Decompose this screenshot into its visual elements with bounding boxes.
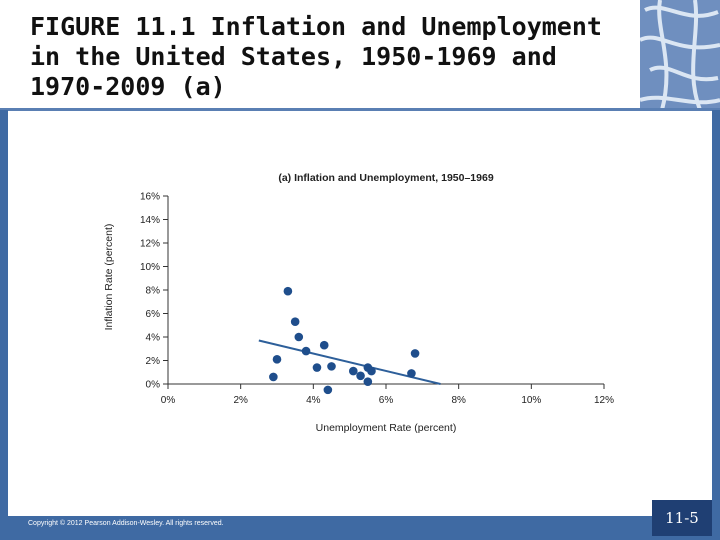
- x-tick-label: 6%: [379, 395, 394, 406]
- y-tick-label: 12%: [140, 239, 160, 250]
- x-tick-label: 4%: [306, 395, 321, 406]
- data-point: [294, 332, 304, 342]
- x-axis-label: Unemployment Rate (percent): [316, 422, 457, 434]
- y-axis-label: Inflation Rate (percent): [103, 224, 115, 331]
- data-point: [410, 349, 420, 358]
- data-point: [312, 363, 322, 372]
- chart-title: (a) Inflation and Unemployment, 1950–196…: [278, 172, 493, 184]
- data-point: [319, 340, 329, 350]
- data-point: [272, 355, 282, 364]
- data-point: [363, 377, 373, 386]
- y-tick-label: 10%: [140, 262, 160, 273]
- scatter-chart: (a) Inflation and Unemployment, 1950–196…: [103, 172, 614, 434]
- data-point: [269, 372, 278, 382]
- frame-top-border: [0, 108, 720, 111]
- y-tick-label: 0%: [146, 380, 161, 391]
- y-tick-label: 4%: [146, 333, 161, 344]
- chart-axes: [167, 196, 604, 385]
- data-point: [327, 362, 336, 371]
- data-point: [367, 366, 376, 376]
- data-point: [323, 385, 333, 395]
- data-point: [407, 369, 416, 378]
- footer-bar: [0, 516, 720, 540]
- x-tick-label: 8%: [451, 395, 466, 406]
- x-tick-label: 2%: [233, 395, 248, 406]
- data-point: [349, 366, 358, 376]
- frame-left-border: [0, 110, 8, 540]
- slide-title: FIGURE 11.1 Inflation and Unemployment i…: [30, 12, 602, 101]
- copyright-text: Copyright © 2012 Pearson Addison-Wesley.…: [28, 520, 224, 527]
- y-tick-label: 16%: [140, 192, 160, 203]
- trend-line: [258, 339, 441, 385]
- y-tick-label: 6%: [146, 309, 161, 320]
- y-tick-label: 8%: [146, 286, 161, 297]
- x-tick-label: 12%: [594, 395, 614, 406]
- y-tick-label: 2%: [146, 356, 161, 367]
- data-point: [301, 346, 311, 356]
- data-point: [290, 317, 300, 327]
- page-number: 11-5: [652, 500, 712, 536]
- y-tick-label: 14%: [140, 215, 160, 226]
- decorative-corner-art: [640, 0, 720, 110]
- x-tick-label: 0%: [161, 395, 176, 406]
- data-point: [356, 371, 365, 381]
- x-tick-label: 10%: [521, 395, 541, 406]
- frame-right-border: [712, 110, 720, 540]
- data-point: [283, 286, 293, 296]
